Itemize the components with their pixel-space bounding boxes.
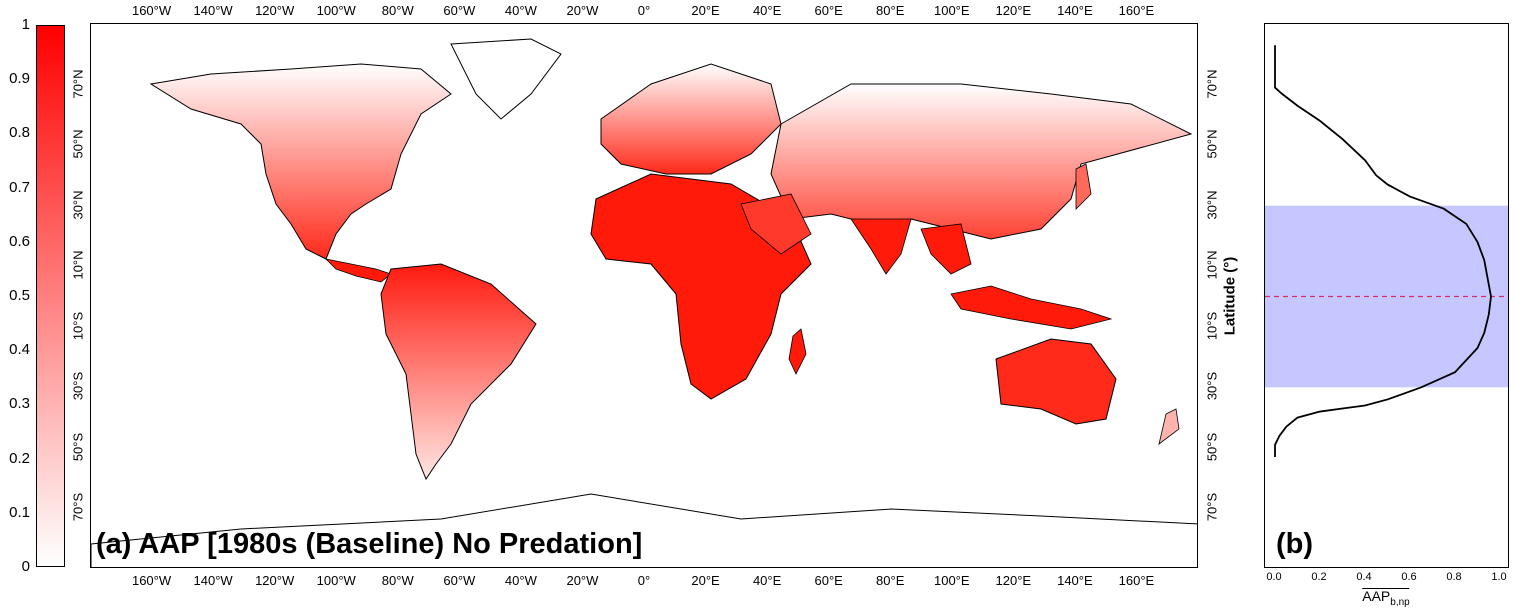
greenland: [450, 38, 562, 120]
longitude-label: 100°W: [316, 573, 356, 588]
latitude-label: 10°N: [1204, 250, 1220, 280]
new-zealand: [1158, 408, 1180, 445]
europe: [600, 63, 782, 175]
colorbar-tick: 0.4: [9, 341, 30, 359]
longitude-label: 20°E: [691, 3, 720, 18]
profile-x-tick: 0.2: [1311, 571, 1327, 583]
madagascar: [788, 328, 807, 375]
profile-x-tick: 0.8: [1446, 571, 1462, 583]
longitude-label: 140°W: [193, 3, 233, 18]
colorbar: [36, 25, 65, 567]
longitude-label: 20°E: [691, 573, 720, 588]
longitude-label: 20°W: [566, 573, 599, 588]
latitude-label: 70°N: [1204, 69, 1220, 99]
antarctica: [91, 493, 1197, 567]
longitude-label: 100°E: [933, 3, 970, 18]
longitude-label: 140°E: [1057, 3, 1093, 18]
longitude-label: 80°E: [876, 3, 905, 18]
longitude-label: 120°E: [995, 3, 1032, 18]
indonesia: [950, 285, 1113, 330]
colorbar-tick: 0.1: [9, 503, 30, 521]
map-title: (a) AAP [1980s (Baseline) No Predation]: [96, 528, 643, 560]
world-map: [90, 23, 1198, 568]
latitude-label: 70°N: [70, 69, 86, 99]
longitude-label: 80°E: [876, 573, 905, 588]
longitude-label: 160°W: [131, 3, 172, 18]
colorbar-tick: 0.9: [9, 70, 30, 88]
longitude-label: 160°E: [1118, 573, 1155, 588]
colorbar-tick: 0.2: [9, 449, 30, 467]
longitude-label: 60°W: [443, 573, 476, 588]
longitude-label: 60°E: [814, 573, 843, 588]
longitude-label: 100°W: [316, 3, 356, 18]
southeast-asia: [920, 223, 972, 275]
latitude-label: 10°N: [70, 250, 86, 280]
longitude-label: 20°W: [566, 3, 599, 18]
arabia: [740, 193, 812, 255]
profile-x-tick: 0.0: [1266, 571, 1282, 583]
profile-y-axis-label: Latitude (°): [1221, 256, 1239, 336]
colorbar-tick: 0: [21, 558, 30, 575]
longitude-label: 40°W: [504, 3, 537, 18]
longitude-label: 0°: [637, 573, 651, 588]
profile-x-tick: 0.4: [1356, 571, 1372, 583]
longitude-label: 100°E: [933, 573, 970, 588]
latitude-label: 30°N: [70, 190, 86, 220]
profile-x-axis-label-sub: b,np: [1390, 596, 1410, 608]
central-america: [324, 258, 392, 283]
profile-x-tick: 1.0: [1491, 571, 1507, 583]
profile-x-axis-label-main: AAP: [1362, 588, 1391, 604]
latitude-profile-chart: [1264, 23, 1509, 568]
profile-x-axis-label: AAPb,np: [1362, 588, 1410, 610]
longitude-label: 120°W: [255, 573, 295, 588]
south-america: [380, 263, 537, 481]
longitude-label: 0°: [637, 3, 651, 18]
latitude-label: 10°S: [70, 311, 86, 340]
colorbar-tick: 1: [21, 16, 30, 33]
aap-profile-line: [1274, 45, 1492, 457]
asia: [770, 83, 1193, 261]
map-canvas: [91, 38, 1197, 567]
latitude-label: 70°S: [70, 493, 86, 522]
panel-b-label: (b): [1276, 528, 1314, 560]
india: [850, 218, 912, 275]
longitude-label: 140°W: [193, 573, 233, 588]
longitude-label: 40°E: [752, 3, 782, 18]
longitude-label: 160°W: [131, 573, 172, 588]
latitude-label: 30°S: [70, 372, 86, 401]
longitude-label: 60°W: [443, 3, 476, 18]
latitude-label: 70°S: [1204, 493, 1220, 522]
latitude-label: 50°N: [70, 129, 86, 159]
latitude-label: 10°S: [1204, 311, 1220, 340]
longitude-label: 120°W: [255, 3, 295, 18]
profile-canvas: [1265, 45, 1508, 457]
colorbar-tick: 0.5: [9, 287, 30, 304]
latitude-label: 30°N: [1204, 190, 1220, 220]
colorbar-tick: 0.8: [9, 124, 30, 142]
longitude-label: 140°E: [1057, 573, 1093, 588]
longitude-label: 40°W: [504, 573, 537, 588]
profile-x-tick: 0.6: [1401, 571, 1417, 583]
longitude-label: 60°E: [814, 3, 843, 18]
latitude-label: 30°S: [1204, 372, 1220, 401]
japan: [1075, 163, 1092, 210]
longitude-label: 40°E: [752, 573, 782, 588]
north-america: [149, 63, 452, 260]
latitude-label: 50°S: [70, 432, 86, 462]
longitude-label: 80°W: [381, 573, 414, 588]
colorbar-tick: 0.6: [9, 232, 30, 250]
latitude-label: 50°S: [1204, 432, 1220, 462]
longitude-label: 160°E: [1118, 3, 1155, 18]
longitude-label: 120°E: [995, 573, 1032, 588]
longitude-label: 80°W: [381, 3, 414, 18]
latitude-label: 50°N: [1204, 129, 1220, 159]
colorbar-tick: 0.7: [9, 178, 30, 196]
australia: [995, 338, 1117, 425]
colorbar-tick: 0.3: [9, 395, 30, 413]
